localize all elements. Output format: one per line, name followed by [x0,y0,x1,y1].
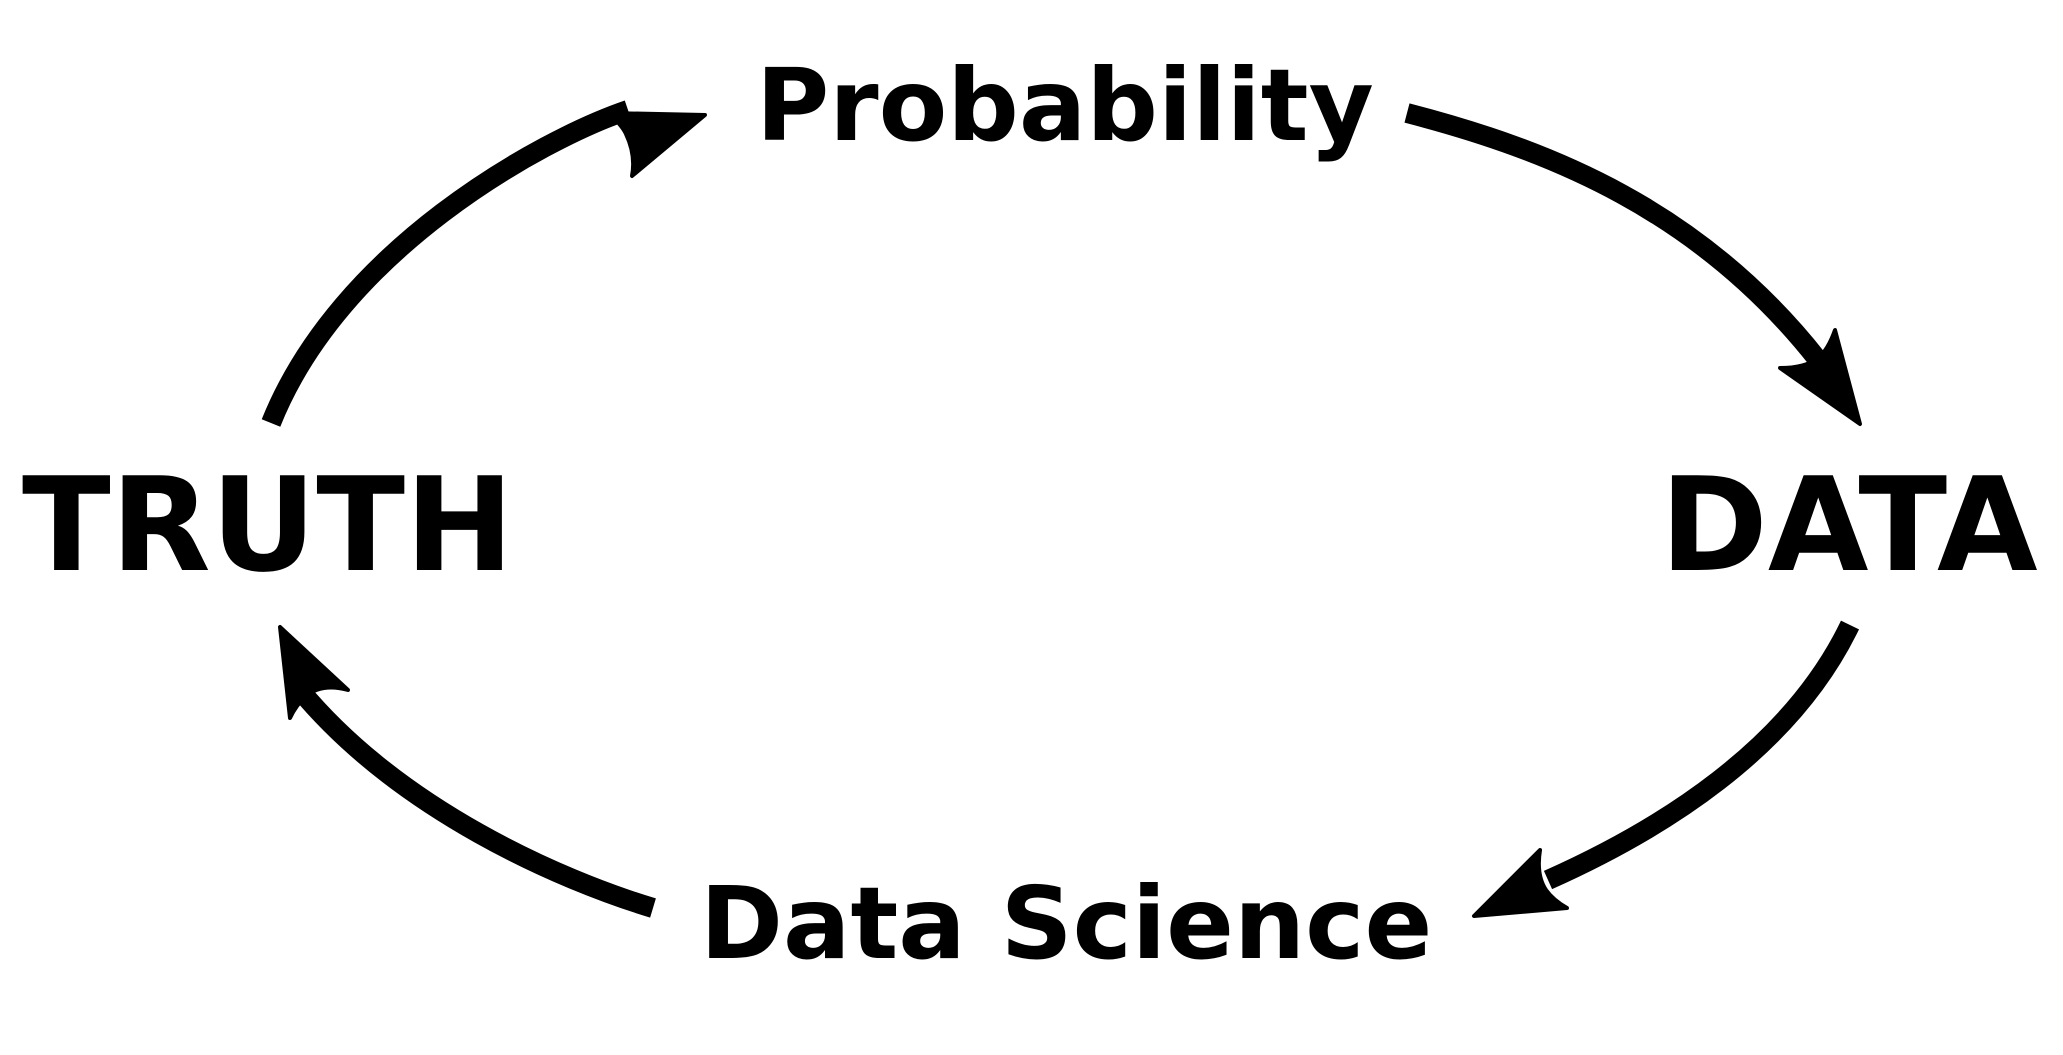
node-probability: Probability [756,47,1374,164]
arrow-probability-to-data [1404,103,1862,426]
arrow-probability-to-data-shaft [1404,103,1826,367]
node-data-science: Data Science [700,865,1432,982]
arrow-truth-to-probability-head [606,111,707,178]
arrow-data-to-data-science-shaft [1543,620,1860,890]
arrow-data-science-to-truth-shaft [292,683,656,918]
arrow-data-to-data-science-head [1472,848,1569,918]
node-data: DATA [1660,449,2038,601]
node-truth: TRUTH [22,449,514,601]
arrow-data-to-data-science [1472,620,1860,918]
arrow-probability-to-data-head [1778,328,1862,426]
arrow-truth-to-probability-shaft [261,100,632,427]
arrow-data-science-to-truth [278,625,656,918]
arrow-truth-to-probability [261,100,707,427]
arrow-data-science-to-truth-head [278,625,350,720]
